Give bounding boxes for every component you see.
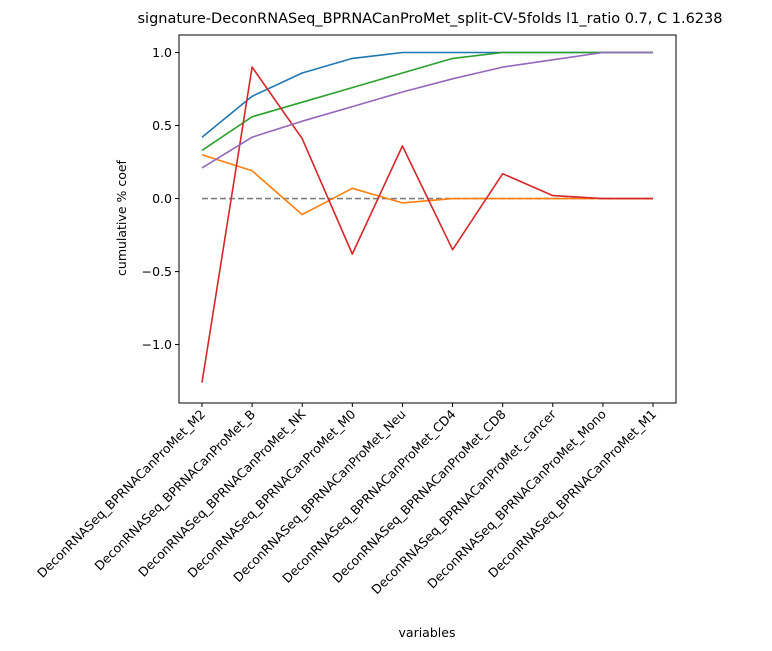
y-tick-label: 0.5 <box>152 118 172 133</box>
x-tick-label: DeconRNASeq_BPRNACanProMet_CD4 <box>279 406 458 585</box>
y-tick-label: 1.0 <box>152 45 172 60</box>
y-axis-label: cumulative % coef <box>114 159 129 276</box>
x-tick-label: DeconRNASeq_BPRNACanProMet_M2 <box>34 407 208 581</box>
y-tick-label: −0.5 <box>142 264 172 279</box>
x-axis: DeconRNASeq_BPRNACanProMet_M2DeconRNASeq… <box>34 403 659 597</box>
x-tick-label: DeconRNASeq_BPRNACanProMet_Neu <box>230 407 408 585</box>
x-tick-label: DeconRNASeq_BPRNACanProMet_CD8 <box>329 406 508 585</box>
x-tick-label: DeconRNASeq_BPRNACanProMet_cancer <box>368 406 559 597</box>
plot-area <box>178 34 677 404</box>
y-tick-label: 0.0 <box>152 191 172 206</box>
series-layer <box>201 51 653 383</box>
y-tick-label: −1.0 <box>142 337 172 352</box>
y-axis: −1.0 −0.5 0.0 0.5 1.0 <box>142 45 179 352</box>
series-line-4 <box>201 66 653 383</box>
x-axis-label: variables <box>399 625 456 640</box>
series-line-2 <box>201 153 653 216</box>
series-line-3 <box>201 51 653 152</box>
x-tick-label: DeconRNASeq_BPRNACanProMet_Mono <box>424 407 609 592</box>
plot-frame <box>178 34 677 404</box>
chart-title: signature-DeconRNASeq_BPRNACanProMet_spl… <box>138 11 723 27</box>
series-line-5 <box>201 51 653 169</box>
